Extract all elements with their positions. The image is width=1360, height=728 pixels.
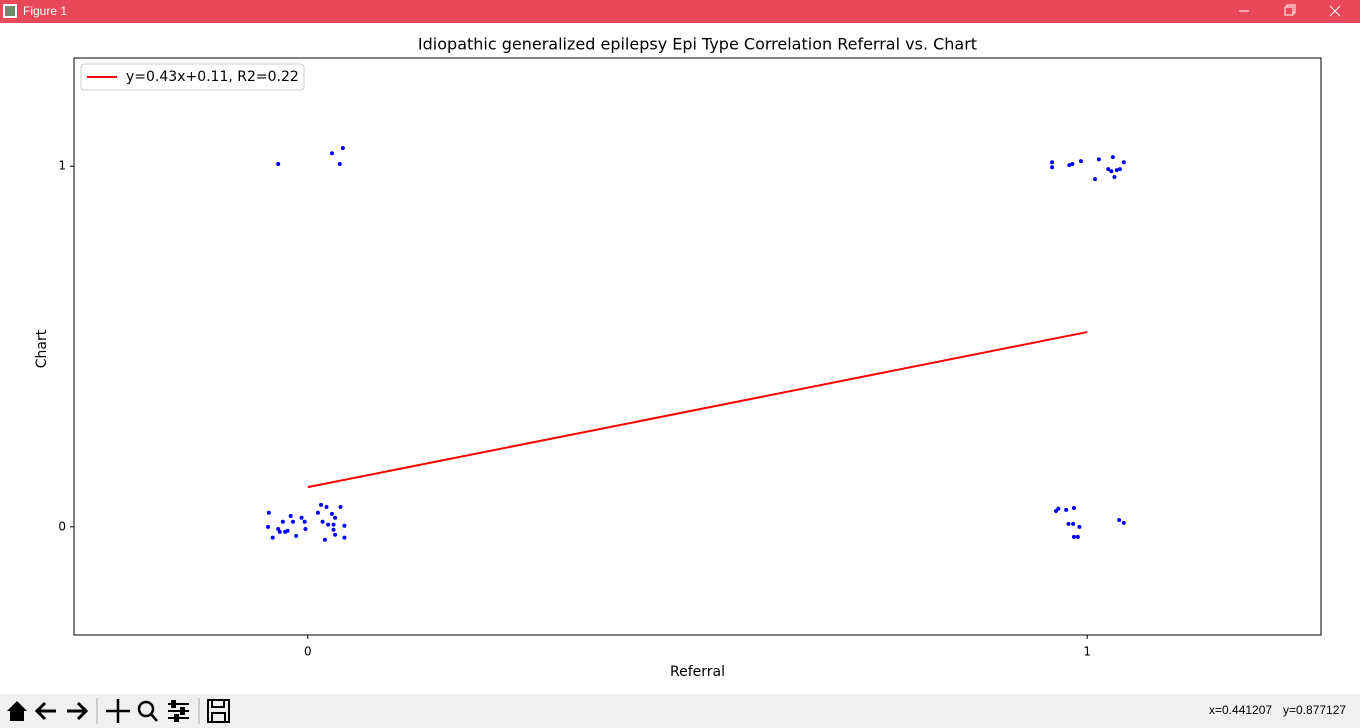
fit-line (307, 331, 1088, 489)
scatter-point (1117, 167, 1122, 172)
back-button[interactable] (34, 701, 56, 721)
scatter-point (1066, 521, 1071, 526)
scatter-point (276, 162, 281, 167)
scatter-point (1112, 175, 1117, 180)
scatter-point (329, 511, 334, 516)
scatter-point (277, 529, 282, 534)
legend-box (80, 63, 305, 91)
plot-area (73, 57, 1322, 636)
scatter-point (299, 515, 304, 520)
x-axis-label: Referral (670, 664, 725, 680)
scatter-point (1121, 520, 1126, 525)
scatter-point (1110, 155, 1115, 160)
scatter-point (302, 519, 307, 524)
configure-button[interactable] (168, 700, 189, 722)
scatter-point (280, 519, 285, 524)
scatter-point (329, 151, 334, 156)
scatter-point (342, 523, 347, 528)
scatter-point (285, 528, 290, 533)
legend-label: y=0.43x+0.11, R2=0.22 (126, 69, 299, 85)
scatter-point (1050, 165, 1055, 170)
scatter-point (291, 519, 296, 524)
scatter-point (294, 533, 299, 538)
scatter-point (342, 535, 347, 540)
scatter-point (1064, 507, 1069, 512)
scatter-point (1092, 177, 1097, 182)
pan-button[interactable] (106, 699, 130, 723)
legend: y=0.43x+0.11, R2=0.22 (80, 63, 305, 91)
scatter-point (1114, 168, 1119, 173)
scatter-point (315, 510, 320, 515)
scatter-point (337, 162, 342, 167)
scatter-point (320, 519, 325, 524)
scatter-point (266, 524, 271, 529)
plot: 0 1 0 1 y=0.43x+0.11, R2=0.22 (58, 63, 1126, 659)
x-tick-label: 0 (304, 645, 312, 659)
scatter-point (1077, 524, 1082, 529)
zoom-button[interactable] (137, 700, 158, 722)
restore-button[interactable] (1284, 4, 1296, 16)
scatter-point (1056, 506, 1061, 511)
save-button[interactable] (207, 699, 230, 723)
scatter-point (1071, 534, 1076, 539)
y-tick-label: 0 (58, 519, 66, 533)
scatter-point (1121, 160, 1126, 165)
forward-button[interactable] (67, 701, 89, 721)
scatter-point (338, 504, 343, 509)
scatter-point (1067, 163, 1072, 168)
y-axis-label: Chart (34, 329, 50, 368)
scatter-point (319, 502, 324, 507)
scatter-point (1071, 506, 1076, 511)
scatter-point (1096, 157, 1101, 162)
scatter-point (1106, 167, 1111, 172)
scatter-point (303, 526, 308, 531)
y-tick-label: 1 (58, 159, 66, 173)
scatter-point (1071, 521, 1076, 526)
scatter-point (266, 510, 271, 515)
app-icon (3, 4, 17, 18)
scatter-point (1078, 159, 1083, 164)
x-tick-label: 1 (1083, 645, 1091, 659)
window-title: Figure 1 (23, 4, 67, 18)
scatter-point (333, 532, 338, 537)
chart-title: Idiopathic generalized epilepsy Epi Type… (418, 35, 977, 54)
scatter-point (331, 527, 336, 532)
status-x: x=0.441207 (1209, 703, 1272, 717)
scatter-point (288, 513, 293, 518)
scatter-point (340, 146, 345, 151)
scatter-point (1117, 517, 1122, 522)
toolbar (0, 694, 1360, 728)
scatter-point (1109, 169, 1114, 174)
scatter-point (326, 522, 331, 527)
close-button[interactable] (1329, 5, 1341, 17)
home-button[interactable] (7, 701, 27, 721)
scatter-point (1075, 534, 1080, 539)
scatter-point (1070, 162, 1075, 167)
scatter-point (322, 537, 327, 542)
scatter-point (324, 504, 329, 509)
scatter-point (331, 522, 336, 527)
title-bar (0, 0, 1360, 23)
scatter-point (333, 515, 338, 520)
scatter-point (270, 535, 275, 540)
status-y: y=0.877127 (1283, 703, 1346, 717)
scatter-point (1050, 160, 1055, 165)
